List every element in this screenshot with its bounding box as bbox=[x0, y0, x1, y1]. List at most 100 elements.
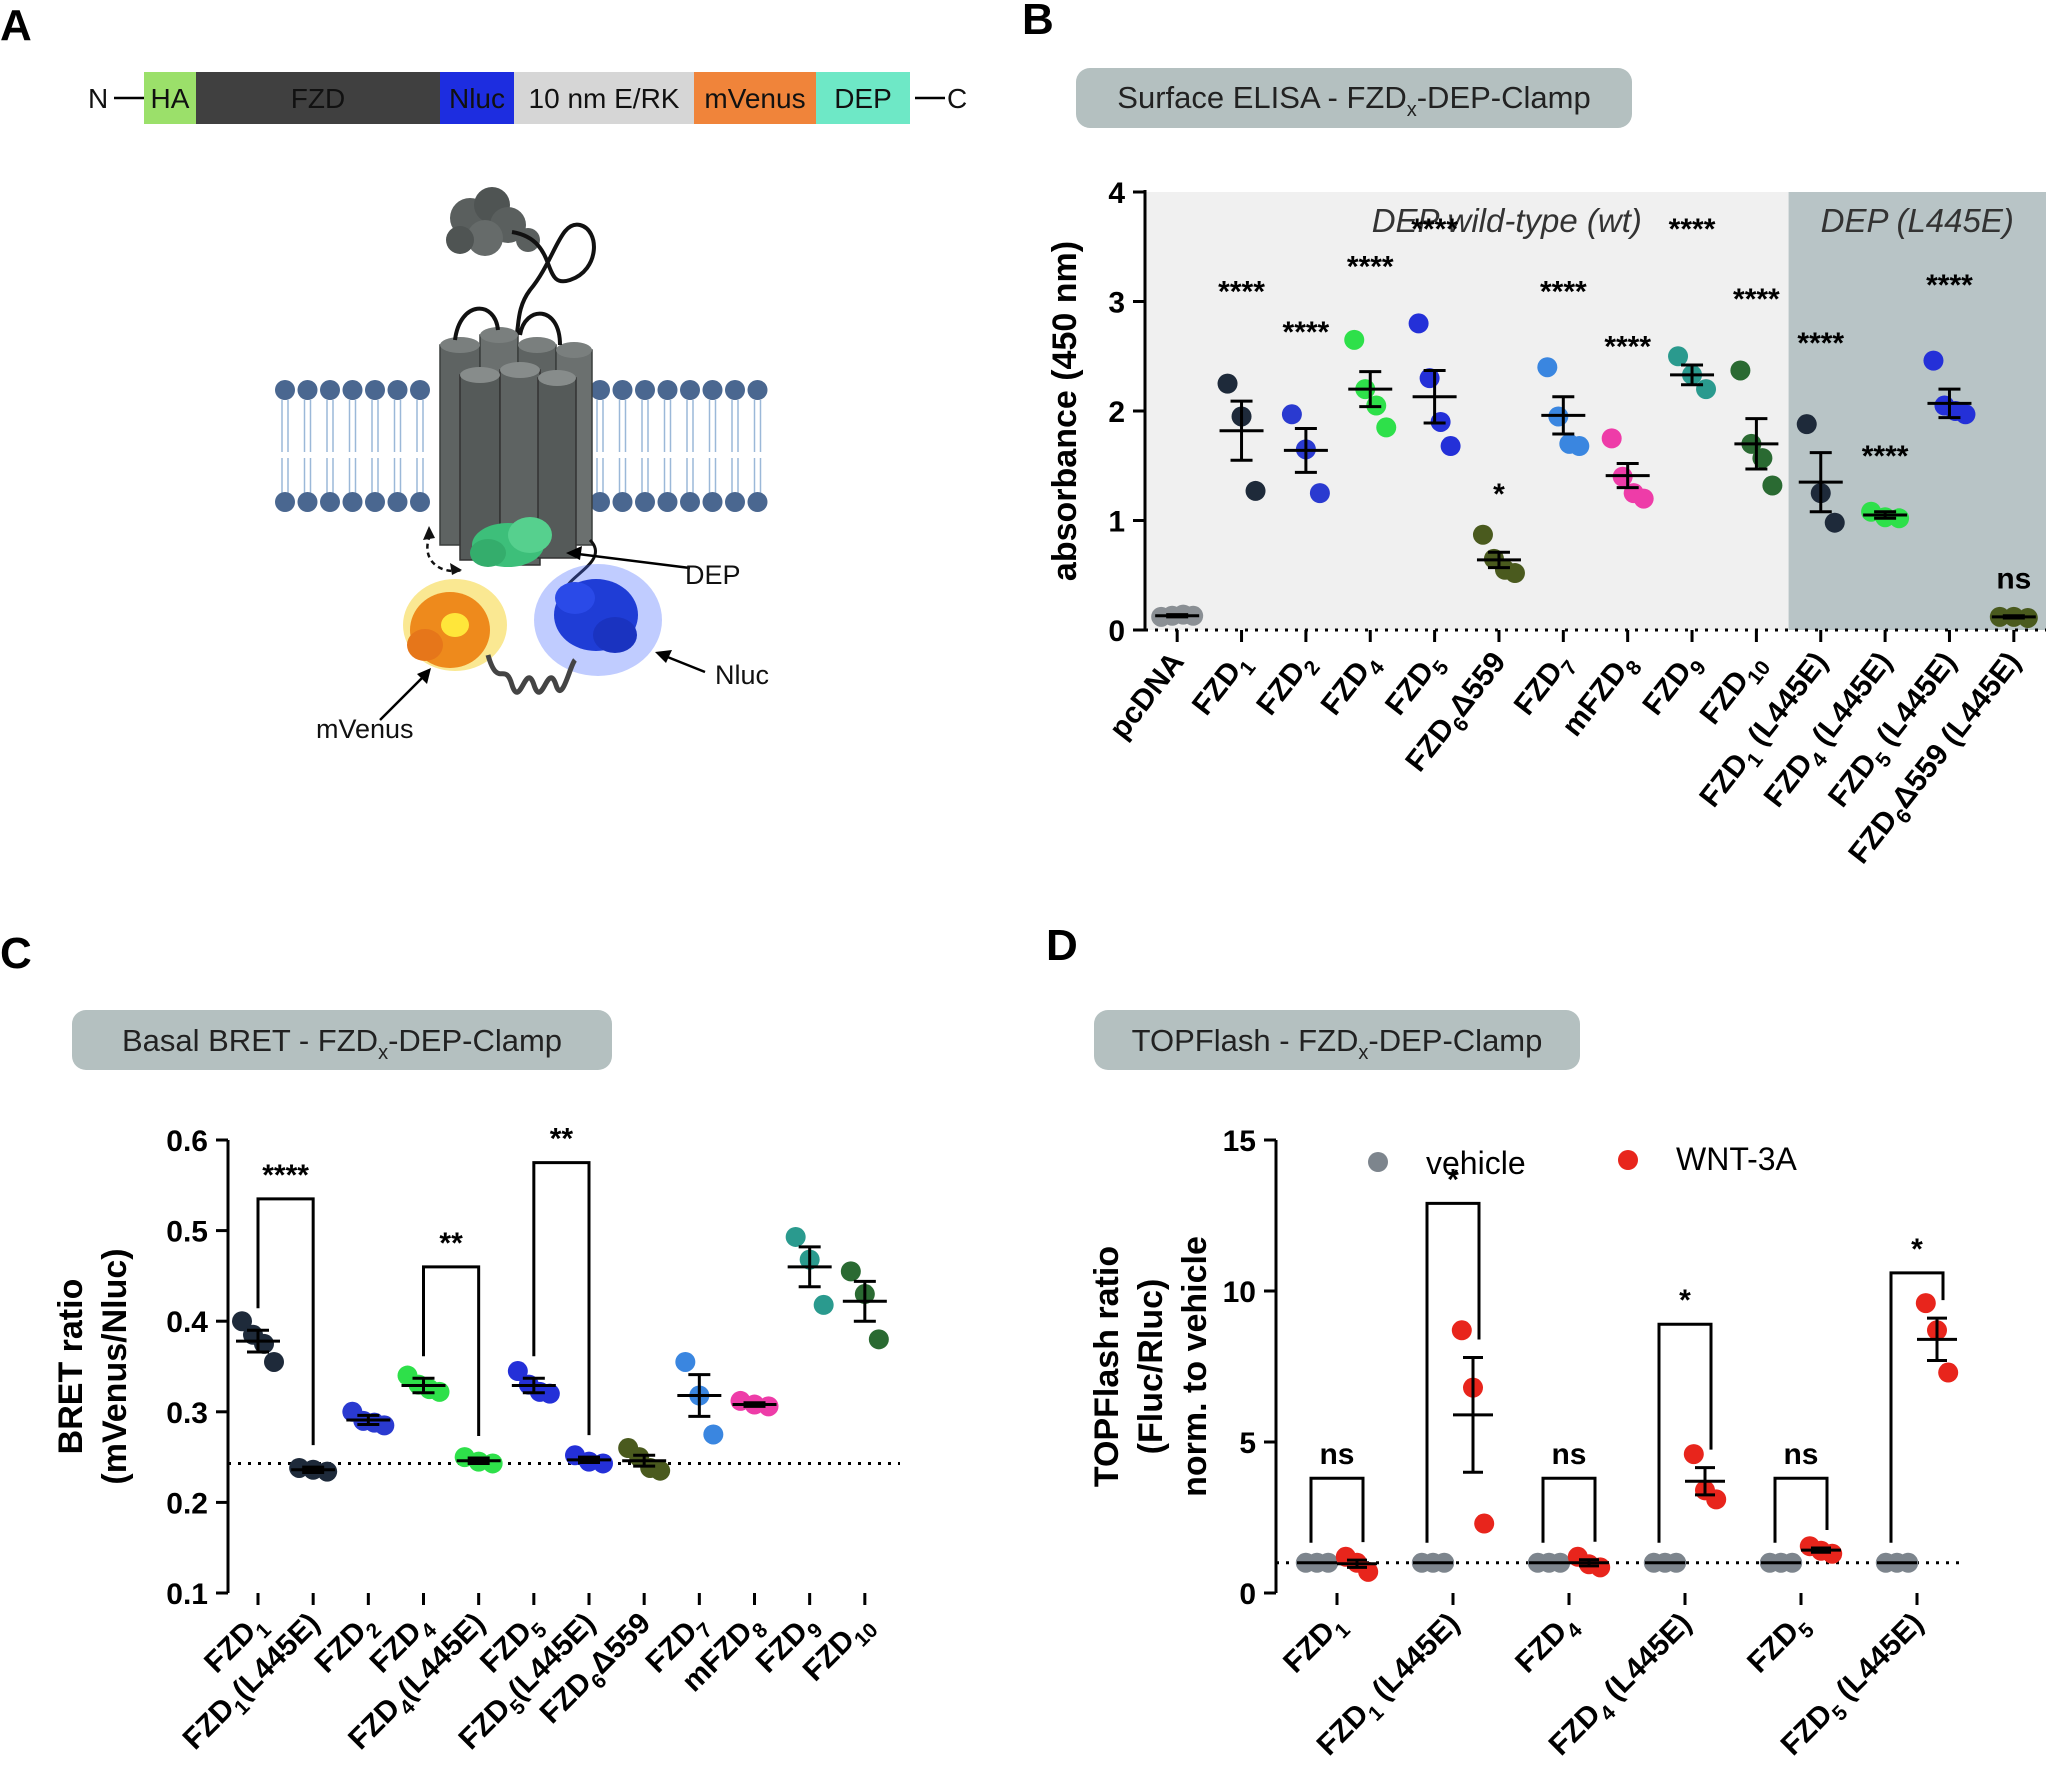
significance-label: **** bbox=[1411, 213, 1458, 246]
data-point bbox=[840, 1261, 861, 1282]
data-point bbox=[264, 1351, 284, 1372]
significance-label: **** bbox=[1862, 440, 1909, 473]
lipid-head bbox=[702, 492, 723, 512]
significance-label: **** bbox=[1926, 269, 1973, 302]
crd-domain-blob bbox=[446, 187, 540, 256]
surface-elisa-chart: DEP wild-type (wt) DEP (L445E) 0 1 2 3 4 absorb… bbox=[1046, 177, 2046, 870]
y-axis-title-line3: norm. to vehicle bbox=[1176, 1236, 1214, 1497]
data-point bbox=[1245, 480, 1266, 501]
lipid-head bbox=[635, 492, 655, 512]
y-axis-title-line2: (Fluc/Rluc) bbox=[1132, 1279, 1170, 1455]
x-category-label: FZD5 bbox=[1741, 1606, 1819, 1684]
data-point bbox=[1281, 404, 1302, 425]
data-point bbox=[1474, 1513, 1495, 1534]
y-tick-label: 5 bbox=[1239, 1427, 1256, 1460]
y-tick-label: 0.4 bbox=[166, 1306, 208, 1339]
dep-label: DEP bbox=[685, 560, 741, 590]
data-point bbox=[232, 1311, 252, 1332]
lipid-head bbox=[612, 380, 633, 400]
significance-label: ns bbox=[1319, 1438, 1354, 1471]
lipid-head bbox=[387, 380, 408, 400]
data-point bbox=[1376, 417, 1397, 438]
x-category-label: pcDNA bbox=[1103, 646, 1191, 745]
helical-linker bbox=[485, 654, 578, 695]
data-point bbox=[1472, 524, 1493, 545]
construct-segment-label: DEP bbox=[834, 83, 892, 114]
data-point bbox=[868, 1329, 889, 1350]
lipid-head bbox=[657, 492, 678, 512]
dep-pointer-arrow bbox=[569, 551, 691, 570]
significance-label: **** bbox=[1218, 276, 1265, 309]
dep-arrowhead-right bbox=[450, 563, 462, 575]
significance-bracket bbox=[1889, 1271, 1945, 1543]
legend-vehicle-marker bbox=[1368, 1152, 1388, 1172]
significance-label: **** bbox=[1347, 250, 1394, 283]
lipid-head bbox=[320, 380, 340, 400]
y-axis-title: absorbance (450 nm) bbox=[1046, 241, 1084, 581]
lipid-head bbox=[612, 492, 633, 512]
data-point bbox=[1706, 1489, 1727, 1510]
significance-label: ns bbox=[1783, 1438, 1818, 1471]
nluc-label: Nluc bbox=[715, 660, 769, 690]
construct-diagram: N C HA FZD Nluc 10 nm E/RK mVenus DEP bbox=[88, 72, 967, 124]
significance-bracket bbox=[1541, 1476, 1597, 1543]
panel-a-letter: A bbox=[0, 1, 32, 50]
significance-label: ns bbox=[1996, 562, 2031, 595]
significance-bracket bbox=[422, 1265, 481, 1437]
significance-label: **** bbox=[1669, 213, 1716, 246]
y-tick-label: 4 bbox=[1108, 177, 1125, 210]
data-point bbox=[1938, 1362, 1959, 1383]
data-point bbox=[1601, 428, 1622, 449]
significance-label: **** bbox=[1797, 327, 1844, 360]
transmembrane-helices bbox=[439, 306, 593, 566]
lipid-head bbox=[747, 380, 768, 400]
data-point bbox=[1309, 483, 1330, 504]
construct-segment-fzd bbox=[196, 72, 440, 124]
panel-c-letter: C bbox=[0, 929, 32, 978]
panel-d-letter: D bbox=[1046, 921, 1078, 970]
lipid-head bbox=[680, 492, 700, 512]
y-tick-label: 2 bbox=[1108, 396, 1125, 429]
significance-label: ** bbox=[439, 1227, 463, 1260]
lipid-head bbox=[365, 492, 385, 512]
y-tick-label: 0.6 bbox=[166, 1125, 208, 1158]
basal-bret-chart: 0.1 0.2 0.3 0.4 0.5 0.6 BRET ratio (mVenus/Nluc… bbox=[52, 1123, 900, 1756]
mvenus-pointer-head bbox=[417, 668, 431, 684]
panel-c-title: Basal BRET - FZDx-DEP-Clamp bbox=[122, 1023, 562, 1064]
data-point bbox=[1451, 1320, 1472, 1341]
y-tick-label: 0 bbox=[1239, 1578, 1256, 1611]
data-point bbox=[1504, 563, 1525, 584]
data-point bbox=[1923, 350, 1944, 371]
data-point bbox=[1824, 512, 1845, 533]
mvenus-label: mVenus bbox=[316, 714, 414, 744]
y-tick-label: 3 bbox=[1108, 287, 1125, 320]
data-point bbox=[1408, 313, 1429, 334]
data-point bbox=[1633, 488, 1654, 509]
significance-label: * bbox=[1493, 478, 1505, 511]
x-category-label: FZD4 bbox=[1509, 1606, 1587, 1684]
data-point bbox=[1683, 1444, 1704, 1465]
data-point bbox=[1569, 436, 1590, 457]
significance-label: * bbox=[1679, 1284, 1691, 1317]
n-terminal-linker bbox=[511, 222, 596, 341]
significance-bracket bbox=[1425, 1201, 1481, 1543]
lipid-head bbox=[680, 380, 700, 400]
legend-wnt3a-label: WNT-3A bbox=[1676, 1141, 1798, 1177]
lipid-head bbox=[387, 492, 408, 512]
significance-label: **** bbox=[1283, 316, 1330, 349]
lipid-head bbox=[725, 492, 745, 512]
significance-bracket bbox=[256, 1197, 315, 1446]
x-category-label: FZD1 bbox=[1277, 1606, 1355, 1684]
significance-label: * bbox=[1447, 1163, 1459, 1196]
x-category-label: FZD2 bbox=[1250, 646, 1325, 726]
data-point bbox=[650, 1460, 671, 1481]
construct-segment-dep bbox=[816, 72, 910, 124]
data-point bbox=[1440, 436, 1461, 457]
c-terminus-label: C bbox=[947, 83, 967, 114]
lipid-head bbox=[657, 380, 678, 400]
data-point bbox=[1668, 346, 1689, 367]
significance-bracket bbox=[1309, 1476, 1365, 1543]
panel-d-title: TOPFlash - FZDx-DEP-Clamp bbox=[1132, 1023, 1543, 1064]
nluc-pointer-head bbox=[655, 650, 672, 663]
